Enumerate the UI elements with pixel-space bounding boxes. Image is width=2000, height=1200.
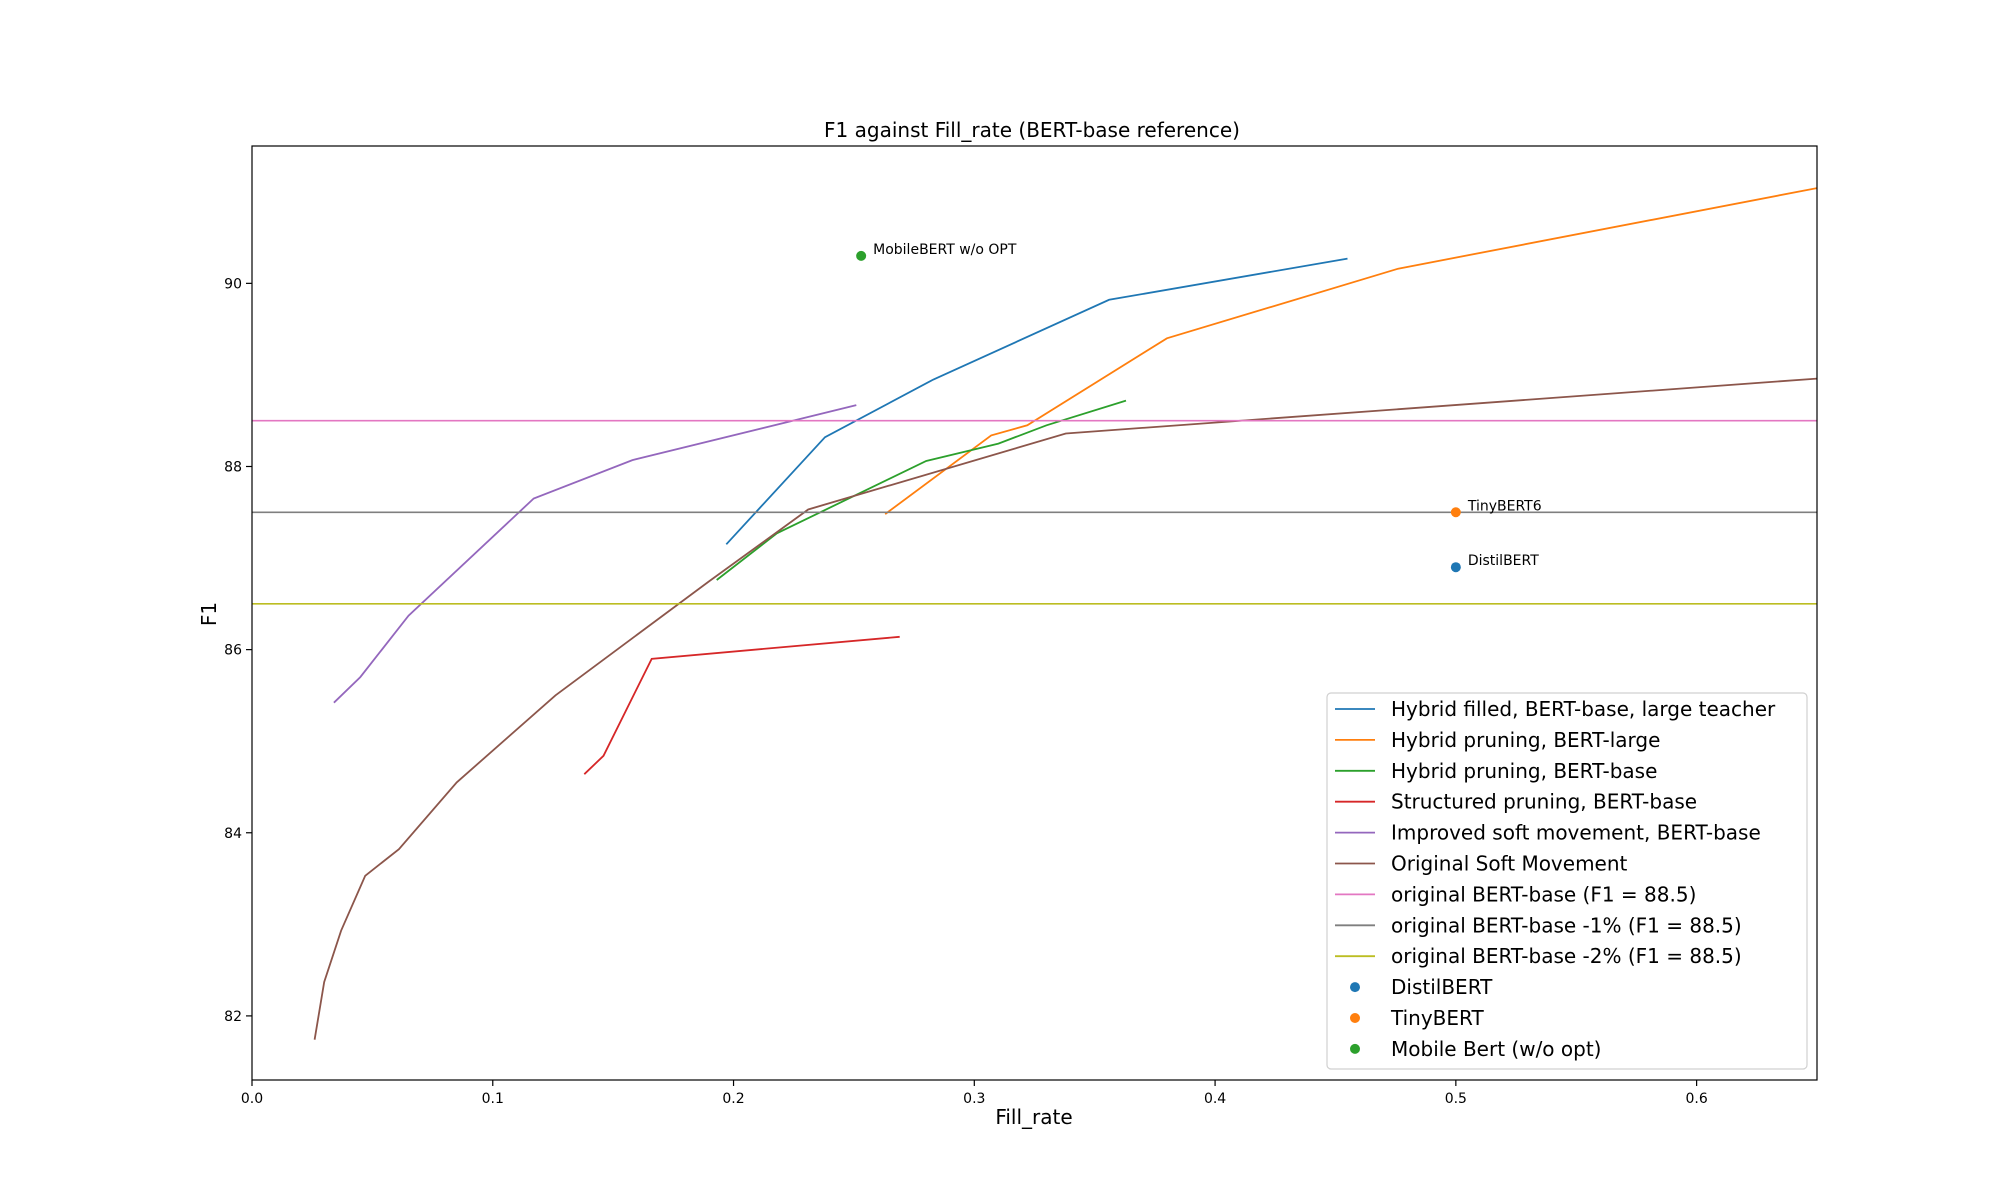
- legend-entry-2: Hybrid pruning, BERT-base: [1391, 759, 1657, 783]
- legend-entry-6: original BERT-base (F1 = 88.5): [1391, 882, 1696, 906]
- legend-marker-9: [1350, 982, 1360, 993]
- plot-area: [252, 187, 1817, 1040]
- legend-entry-1: Hybrid pruning, BERT-large: [1391, 728, 1660, 752]
- x-tick-label: 0.6: [1685, 1091, 1707, 1107]
- legend-marker-11: [1350, 1043, 1360, 1054]
- legend-entry-8: original BERT-base -2% (F1 = 88.5): [1391, 944, 1742, 968]
- series-line-0: [725, 257, 1348, 545]
- chart-title: F1 against Fill_rate (BERT-base referenc…: [824, 118, 1240, 142]
- point-annotation-11: MobileBERT w/o OPT: [873, 242, 1017, 258]
- series-line-1: [884, 187, 1817, 515]
- legend-marker-10: [1350, 1013, 1360, 1023]
- legend-entry-10: TinyBERT: [1390, 1006, 1484, 1030]
- plot-frame: [251, 145, 1818, 1081]
- y-tick-label: 90: [224, 276, 242, 292]
- x-tick-label: 0.5: [1445, 1091, 1467, 1107]
- data-point-10: [1450, 507, 1461, 518]
- point-annotation-10: TinyBERT6: [1467, 498, 1542, 514]
- series-line-5: [313, 377, 1817, 1040]
- data-point-9: [1450, 562, 1461, 573]
- y-tick-label: 88: [224, 459, 242, 475]
- series-line-3: [583, 635, 900, 775]
- x-tick-label: 0.2: [722, 1091, 744, 1107]
- y-tick-label: 84: [224, 826, 242, 842]
- y-axis-label: F1: [197, 602, 221, 626]
- x-tick-label: 0.1: [482, 1091, 504, 1107]
- legend-entry-9: DistilBERT: [1391, 975, 1493, 999]
- legend-entry-7: original BERT-base -1% (F1 = 88.5): [1391, 913, 1742, 937]
- legend-entry-3: Structured pruning, BERT-base: [1391, 790, 1697, 814]
- legend-entry-5: Original Soft Movement: [1391, 852, 1628, 876]
- series-line-2: [716, 399, 1127, 581]
- axis-ticks: 0.0 0.1 0.2 0.3 0.4 0.5 0.6 82 84 86 88 90: [224, 276, 1708, 1107]
- series-line-4: [333, 404, 857, 704]
- data-point-11: [856, 250, 867, 261]
- legend-box: [1326, 692, 1808, 1070]
- y-tick-label: 86: [224, 643, 242, 659]
- legend-entry-4: Improved soft movement, BERT-base: [1391, 821, 1761, 845]
- legend-entry-11: Mobile Bert (w/o opt): [1391, 1037, 1601, 1061]
- legend: Hybrid filled, BERT-base, large teacher H…: [1326, 692, 1808, 1070]
- x-tick-label: 0.0: [241, 1091, 263, 1107]
- x-tick-label: 0.4: [1204, 1091, 1226, 1107]
- x-axis-label: Fill_rate: [995, 1105, 1072, 1129]
- x-tick-label: 0.3: [963, 1091, 985, 1107]
- y-tick-label: 82: [224, 1009, 242, 1025]
- point-annotation-9: DistilBERT: [1468, 553, 1539, 569]
- legend-entry-0: Hybrid filled, BERT-base, large teacher: [1391, 697, 1776, 721]
